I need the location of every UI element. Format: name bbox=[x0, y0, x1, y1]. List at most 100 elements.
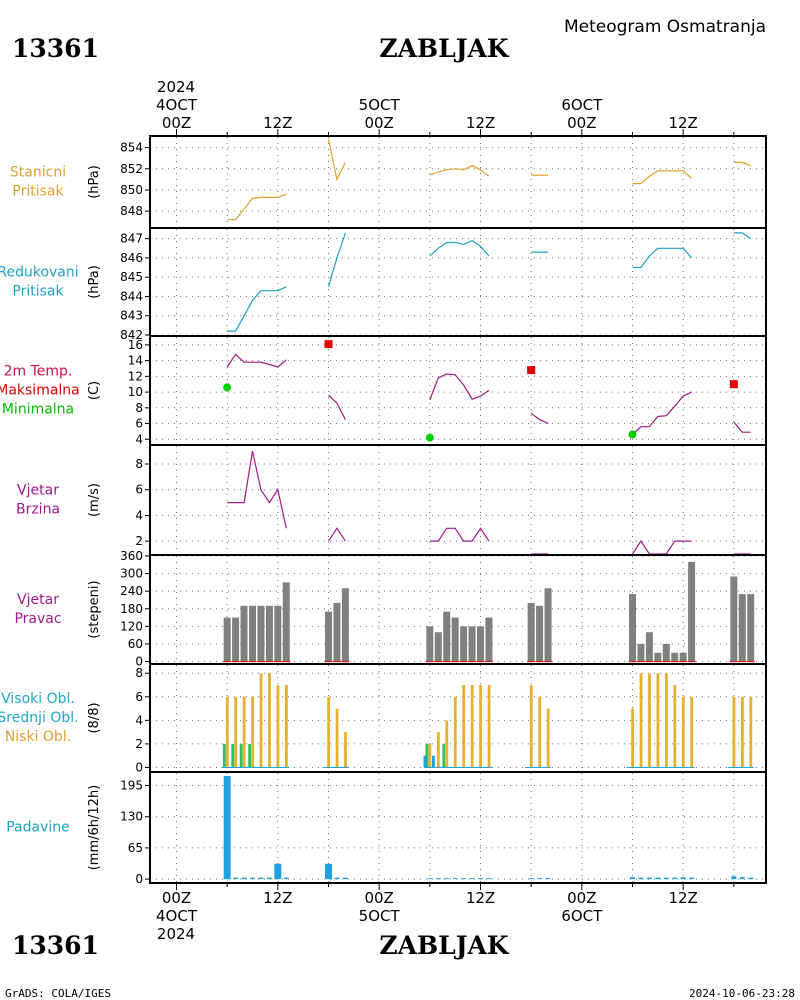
min-temp-marker bbox=[223, 383, 232, 392]
bottom-time-label: 12Z bbox=[263, 889, 292, 907]
panel-label: Minimalna bbox=[2, 402, 74, 418]
y-axis-label: (C) bbox=[87, 381, 102, 400]
cloud-bar bbox=[740, 696, 744, 768]
bottom-time-label: 00Z bbox=[162, 889, 191, 907]
precip-bar bbox=[537, 878, 543, 880]
y-tick-label: 2 bbox=[135, 737, 143, 751]
precip-bar bbox=[461, 878, 467, 880]
cloud-bar bbox=[327, 696, 330, 768]
precip-bar bbox=[739, 877, 745, 880]
wind-dir-bar bbox=[240, 605, 248, 662]
cloud-bar bbox=[462, 685, 466, 768]
panel-cloud: 0 2 4 6 8 (8/8) Visoki Obl. Srednji Obl. Niski O… bbox=[0, 665, 766, 774]
cloud-bar bbox=[268, 673, 271, 768]
y-tick-label: 360 bbox=[120, 549, 143, 563]
precip-bar bbox=[528, 878, 534, 880]
year-top: 2024 bbox=[157, 78, 195, 96]
panel-msl: 842 843 844 845 846 847 (hPa) Redukovani Pritisa… bbox=[0, 229, 766, 342]
wind-dir-bar bbox=[730, 576, 738, 662]
wind-dir-bar bbox=[443, 611, 451, 662]
y-tick-label: 846 bbox=[120, 251, 143, 265]
footer-timestamp: 2024-10-06-23:28 bbox=[689, 987, 795, 1000]
wind-dir-bar bbox=[654, 652, 662, 662]
panel-label: Visoki Obl. bbox=[1, 691, 75, 707]
series-line bbox=[227, 193, 287, 221]
cloud-bar bbox=[673, 685, 677, 768]
cloud-bar bbox=[538, 696, 542, 768]
panel-wind_speed: 2 4 6 8 (m/s) Vjetar Brzina bbox=[16, 446, 766, 555]
y-axis-label: (m/s) bbox=[87, 483, 102, 517]
wind-dir-bar bbox=[451, 617, 459, 662]
top-time-label: 12Z bbox=[263, 114, 292, 132]
cloud-bar bbox=[431, 755, 435, 768]
series-line bbox=[632, 391, 692, 436]
y-tick-label: 16 bbox=[128, 338, 143, 352]
panels: 848850852854(hPa)StanicniPritisak8428438… bbox=[0, 137, 766, 886]
series-line bbox=[328, 394, 346, 420]
top-date-label: 4OCT bbox=[156, 96, 198, 114]
series-line bbox=[632, 247, 693, 269]
station-id-bottom: 13361 bbox=[12, 931, 99, 960]
cloud-bar bbox=[423, 755, 427, 768]
y-tick-label: 180 bbox=[120, 602, 143, 616]
series-line bbox=[632, 170, 692, 185]
cloud-bar bbox=[631, 708, 634, 768]
chart-frame bbox=[149, 135, 767, 884]
panel-label: Redukovani bbox=[0, 265, 79, 281]
cloud-bar bbox=[546, 708, 550, 768]
panel-label: Srednji Obl. bbox=[0, 710, 79, 726]
wind-dir-bar bbox=[257, 605, 265, 662]
cloud-bar bbox=[248, 743, 251, 768]
precip-bar bbox=[427, 878, 433, 880]
y-axis-label: (hPa) bbox=[87, 165, 102, 199]
wind-dir-bar bbox=[282, 582, 290, 662]
precip-bar bbox=[680, 877, 686, 880]
wind-dir-bar bbox=[232, 617, 240, 662]
series-line bbox=[429, 527, 490, 542]
y-tick-label: 0 bbox=[135, 655, 143, 669]
cloud-bar bbox=[425, 743, 429, 768]
cloud-bar bbox=[656, 673, 660, 768]
cloud-bar bbox=[222, 743, 226, 768]
precip-bar bbox=[646, 877, 652, 880]
bottom-date-label: 5OCT bbox=[359, 907, 401, 925]
series-line bbox=[631, 540, 692, 555]
panel-label: 2m Temp. bbox=[4, 364, 73, 380]
panel-label: Stanicni bbox=[10, 165, 66, 181]
panel-wind_dir: 0 60 120 180 240 300 360 (stepeni) Vjetar Pravac bbox=[14, 549, 766, 669]
y-tick-label: 4 bbox=[135, 713, 143, 727]
series-line bbox=[429, 164, 490, 177]
bottom-date-label: 6OCT bbox=[561, 907, 603, 925]
wind-dir-bar bbox=[333, 602, 341, 662]
precip-bar bbox=[233, 877, 239, 880]
grads-credit: GrADS: COLA/IGES bbox=[5, 987, 111, 1000]
wind-dir-bar bbox=[485, 617, 493, 662]
precip-bar bbox=[241, 877, 247, 880]
precip-bar bbox=[731, 876, 737, 880]
wind-dir-bar bbox=[341, 588, 349, 662]
outer-border bbox=[149, 135, 767, 884]
y-tick-label: 854 bbox=[120, 141, 143, 155]
precip-bar bbox=[663, 877, 669, 880]
bottom-time-label: 00Z bbox=[567, 889, 596, 907]
panel-label: Vjetar bbox=[17, 592, 59, 608]
series-line bbox=[429, 239, 490, 257]
y-tick-label: 6 bbox=[135, 690, 143, 704]
precip-bar-wide bbox=[325, 863, 332, 880]
precip-bar bbox=[630, 877, 635, 880]
cloud-bar bbox=[479, 685, 482, 768]
wind-dir-bar bbox=[738, 594, 746, 662]
y-tick-label: 848 bbox=[120, 204, 143, 218]
wind-dir-bar bbox=[688, 561, 696, 662]
time-axis: 00Z4OCT00Z4OCT12Z12Z00Z5OCT00Z5OCT12Z12Z… bbox=[156, 96, 735, 925]
cloud-bar bbox=[251, 696, 254, 768]
y-tick-label: 60 bbox=[128, 637, 143, 651]
cloud-bar bbox=[239, 743, 243, 768]
series-line bbox=[429, 373, 490, 401]
cloud-bar bbox=[225, 696, 229, 768]
y-tick-label: 300 bbox=[120, 567, 143, 581]
bottom-date-label: 4OCT bbox=[156, 907, 198, 925]
top-date-label: 6OCT bbox=[561, 96, 603, 114]
precip-bar bbox=[672, 877, 678, 880]
